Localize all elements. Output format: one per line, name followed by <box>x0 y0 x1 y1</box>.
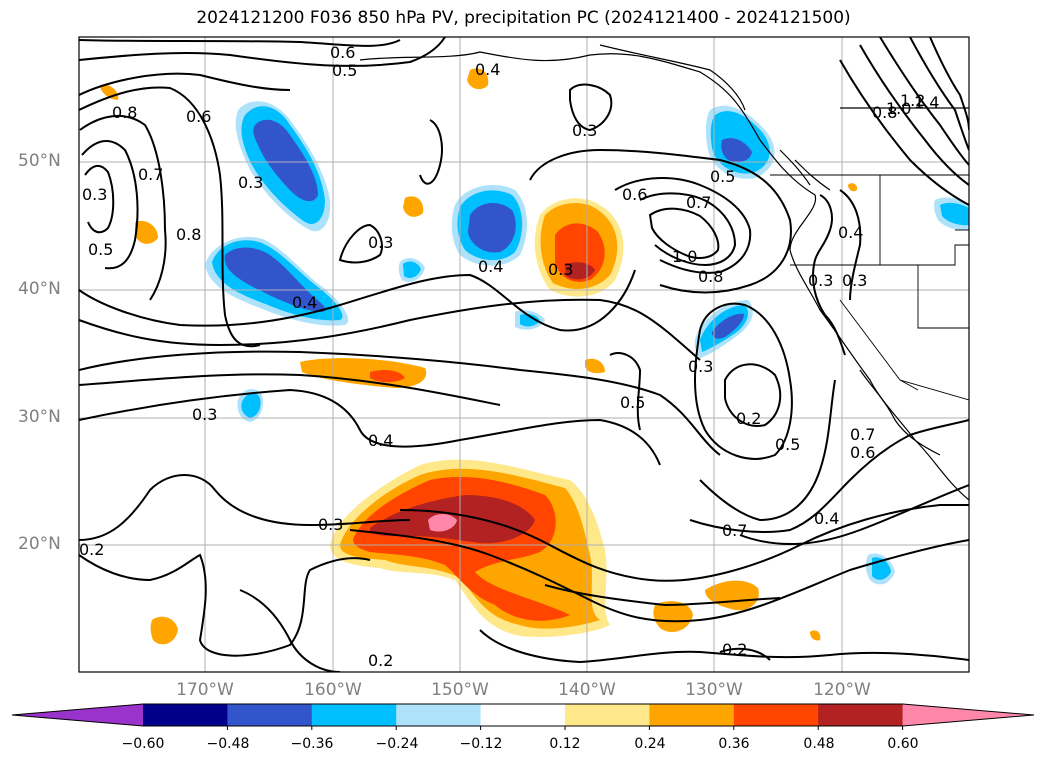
contour-label: 0.3 <box>688 357 713 376</box>
colorbar-outline <box>11 703 1035 727</box>
contour-label: 0.5 <box>88 240 113 259</box>
contour-label: 0.4 <box>478 257 503 276</box>
colorbar-segment <box>480 704 566 726</box>
colorbar-tick-label: 0.48 <box>803 736 835 752</box>
colorbar-extend-low <box>12 704 143 726</box>
contour-label: 0.7 <box>722 521 747 540</box>
colorbar-segment <box>227 704 313 726</box>
contour-label: 0.4 <box>814 509 839 528</box>
colorbar-segment <box>565 704 650 726</box>
colorbar-segment <box>311 704 397 726</box>
contour-label: 0.2 <box>368 651 393 670</box>
contour-label: 1.0 <box>886 99 911 118</box>
map-title: 2024121200 F036 850 hPa PV, precipitatio… <box>196 8 851 28</box>
lat-label: 40°N <box>18 279 61 299</box>
lat-label: 20°N <box>18 534 61 554</box>
contour-label: 0.7 <box>850 425 875 444</box>
gridlines <box>79 37 969 672</box>
contour-label: 0.6 <box>330 43 355 62</box>
contour-label: 0.3 <box>572 121 597 140</box>
colorbar-tick-label: −0.36 <box>290 736 334 752</box>
contour-label: 1.4 <box>914 93 939 112</box>
contour-label: 0.2 <box>722 640 747 659</box>
colorbar <box>11 703 1035 730</box>
colorbar-tick-label: 0.24 <box>634 736 666 752</box>
colorbar-segment <box>396 704 482 726</box>
contour-label: 1.2 <box>900 91 925 110</box>
contour-label: 0.8 <box>176 225 201 244</box>
contour-label: 0.4 <box>838 223 863 242</box>
map-frame <box>78 36 970 673</box>
contour-label: 0.5 <box>710 167 735 186</box>
lat-label: 50°N <box>18 151 61 171</box>
contour-label: 0.8 <box>112 103 137 122</box>
colorbar-tick-label: 0.12 <box>549 736 581 752</box>
contour-label: 0.3 <box>842 271 867 290</box>
contour-label: 0.3 <box>238 173 263 192</box>
contour-label: 0.5 <box>332 61 357 80</box>
contour-label: 0.6 <box>850 443 875 462</box>
colorbar-tick-label: 0.36 <box>718 736 750 752</box>
colorbar-segment <box>649 704 735 726</box>
contour-label: 0.3 <box>318 515 343 534</box>
colorbar-tick-label: −0.12 <box>459 736 503 752</box>
contour-label: 0.8 <box>698 267 723 286</box>
lon-label: 130°W <box>685 680 743 700</box>
colorbar-segment <box>733 704 819 726</box>
contour-label: 0.3 <box>368 233 393 252</box>
colorbar-tick-label: −0.48 <box>206 736 250 752</box>
state-borders <box>770 174 969 401</box>
contour-label: 0.6 <box>622 185 647 204</box>
lon-label: 170°W <box>176 680 234 700</box>
contour-label: 0.6 <box>186 107 211 126</box>
contour-label: 0.3 <box>548 260 573 279</box>
contour-label: 0.2 <box>79 540 104 559</box>
colorbar-segment <box>818 704 904 726</box>
colorbar-extend-high <box>902 704 1034 726</box>
contour-label: 0.4 <box>368 431 393 450</box>
contour-label: 0.5 <box>775 435 800 454</box>
contour-label: 0.3 <box>808 271 833 290</box>
contour-label: 0.4 <box>292 293 317 312</box>
lon-label: 120°W <box>813 680 871 700</box>
colorbar-tick-label: 0.60 <box>887 736 919 752</box>
lon-label: 140°W <box>558 680 616 700</box>
contour-label: 0.7 <box>686 193 711 212</box>
lat-label: 30°N <box>18 407 61 427</box>
colorbar-segment <box>143 704 228 726</box>
contour-label: 0.3 <box>82 185 107 204</box>
contour-label: 0.2 <box>736 409 761 428</box>
contour-label: 0.7 <box>138 165 163 184</box>
contour-labels: 0.6 0.5 0.4 0.3 0.8 0.6 0.7 0.5 0.3 0.3 … <box>79 43 939 670</box>
contour-label: 0.4 <box>475 60 500 79</box>
contour-label: 0.8 <box>872 103 897 122</box>
contour-label: 0.5 <box>620 393 645 412</box>
coastlines <box>359 44 969 501</box>
colorbar-tick-label: −0.24 <box>375 736 419 752</box>
contour-label: 0.3 <box>192 405 217 424</box>
pv-contours <box>79 37 969 672</box>
precip-shading <box>100 68 969 645</box>
lon-label: 160°W <box>304 680 362 700</box>
lon-label: 150°W <box>431 680 489 700</box>
contour-label: 1.0 <box>672 247 697 266</box>
colorbar-tick-label: −0.60 <box>121 736 165 752</box>
